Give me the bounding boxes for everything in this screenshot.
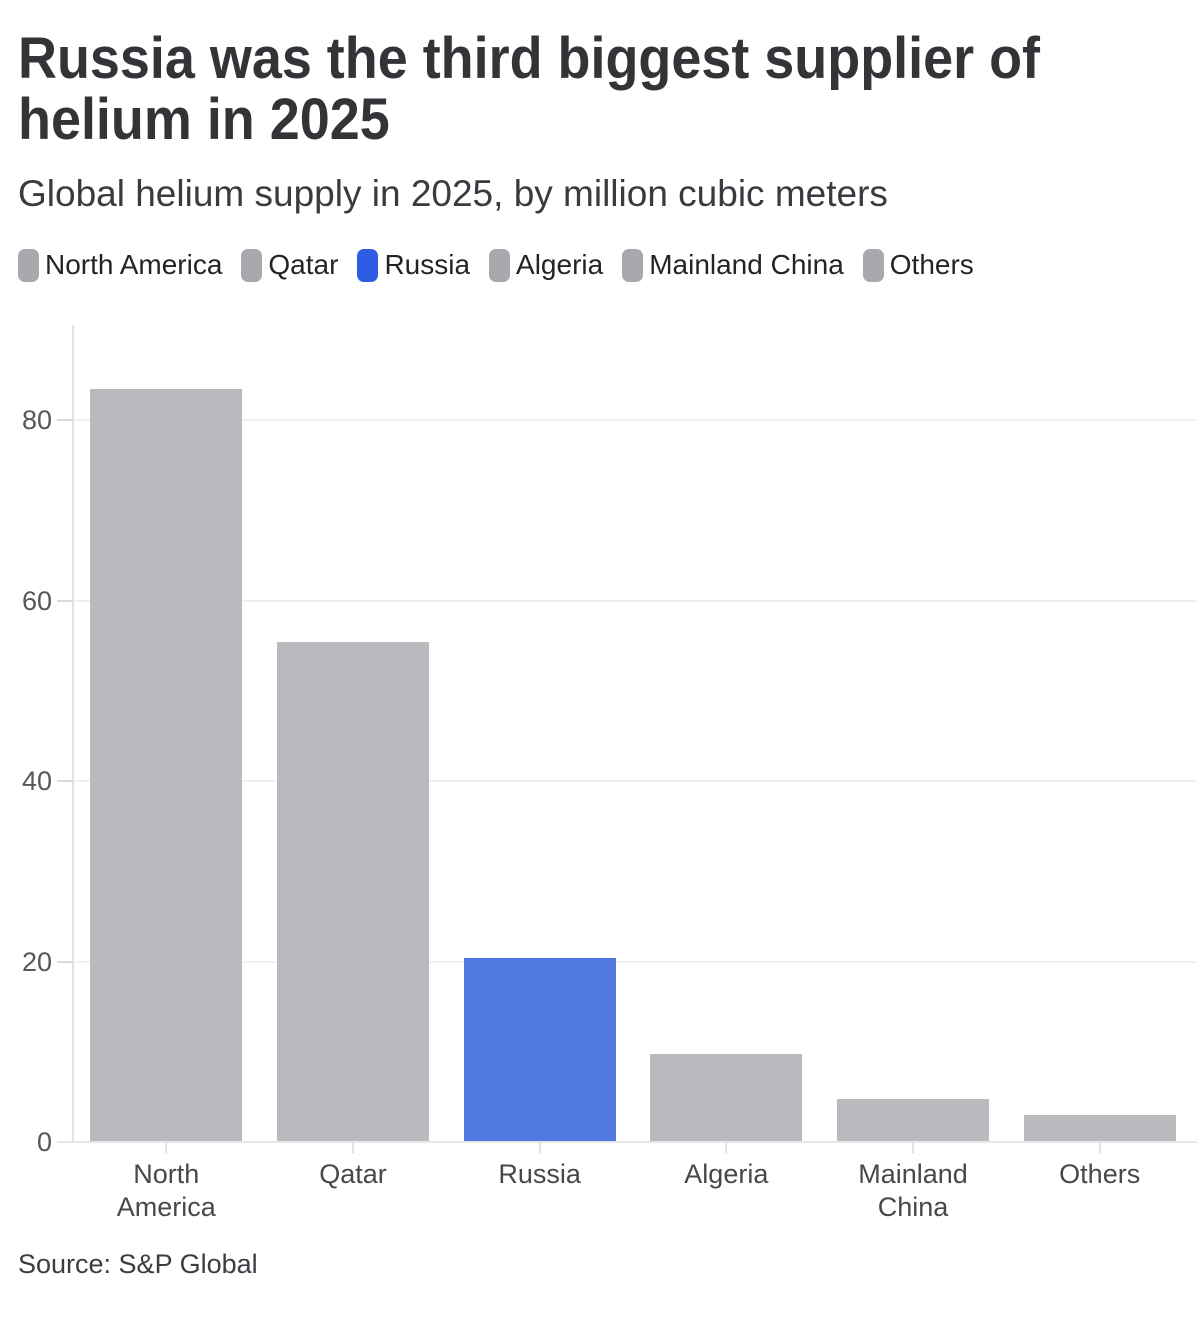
legend-item-algeria: Algeria	[489, 248, 603, 282]
legend-swatch-icon	[622, 248, 644, 282]
bar-mainland-china	[837, 1098, 990, 1142]
chart-subtitle: Global helium supply in 2025, by million…	[18, 173, 888, 214]
y-tick-label: 20	[21, 946, 52, 977]
legend-item-north-america: North America	[18, 248, 222, 282]
bar-others	[1023, 1114, 1176, 1142]
y-axis-line	[72, 325, 74, 1142]
y-gridline	[73, 419, 1197, 421]
legend-label: Russia	[384, 249, 471, 280]
y-tick-label: 80	[21, 405, 52, 435]
x-category-label: Algeria	[684, 1159, 769, 1189]
legend-swatch-icon	[357, 248, 379, 282]
legend-swatch-icon	[862, 248, 884, 282]
x-tick	[165, 1142, 168, 1153]
x-tick	[538, 1142, 541, 1153]
y-tick-label: 60	[21, 585, 52, 616]
bar-qatar	[276, 642, 429, 1142]
legend-item-others: Others	[862, 248, 974, 282]
legend: North America Qatar Russia Algeria Mainland …	[18, 248, 974, 282]
legend-label: North America	[45, 249, 223, 280]
chart-title: Russia was the third biggest supplier of…	[18, 26, 1041, 152]
bar-russia	[463, 957, 616, 1142]
bar-north-america	[90, 389, 243, 1142]
legend-item-mainland-china: Mainland China	[622, 248, 844, 282]
y-tick	[57, 419, 73, 421]
legend-item-qatar: Qatar	[241, 248, 338, 282]
x-category-label: North America	[116, 1159, 216, 1222]
x-category-label: Others	[1059, 1159, 1141, 1189]
x-axis-line	[57, 1141, 1197, 1143]
x-tick	[351, 1142, 354, 1153]
legend-label: Others	[889, 249, 974, 280]
x-category-label: Qatar	[319, 1159, 387, 1189]
y-gridline	[73, 960, 1197, 963]
legend-label: Algeria	[516, 249, 604, 280]
legend-label: Qatar	[268, 249, 339, 280]
y-tick	[57, 780, 73, 782]
y-gridline	[73, 780, 1197, 782]
y-tick-label: 0	[36, 1127, 52, 1157]
y-gridline	[73, 599, 1197, 602]
x-tick	[1098, 1142, 1101, 1153]
source-note: Source: S&P Global	[18, 1249, 258, 1279]
legend-item-russia: Russia	[357, 248, 470, 282]
x-tick	[725, 1142, 728, 1153]
legend-swatch-icon	[241, 248, 263, 282]
x-tick	[912, 1142, 915, 1153]
legend-swatch-icon	[18, 248, 39, 282]
y-tick	[57, 599, 73, 602]
legend-swatch-icon	[489, 248, 511, 282]
y-tick-label: 40	[21, 766, 52, 796]
y-tick	[57, 960, 73, 963]
bar-algeria	[650, 1053, 803, 1142]
x-category-label: Mainland China	[858, 1159, 968, 1222]
x-category-label: Russia	[498, 1159, 581, 1189]
legend-label: Mainland China	[649, 249, 844, 280]
